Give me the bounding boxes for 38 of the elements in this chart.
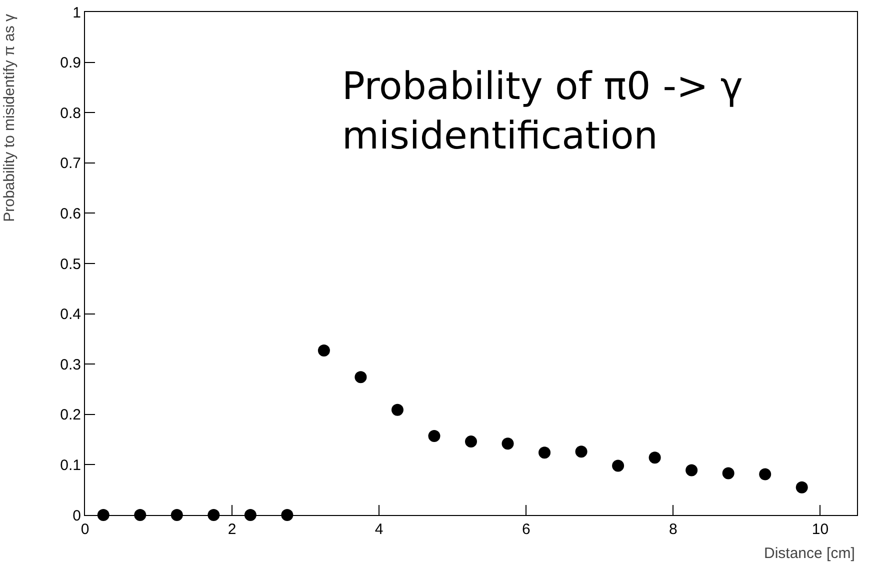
y-tick-label: 0.1 (60, 456, 81, 474)
point (538, 446, 551, 459)
point (575, 446, 588, 458)
point (318, 344, 330, 357)
point (759, 468, 772, 480)
point (208, 509, 220, 521)
y-tick-label: 0.7 (60, 155, 81, 172)
y-tick-label: 1 (72, 4, 81, 22)
x-tick-label: 8 (669, 521, 678, 538)
y-tick-label: 0.5 (60, 256, 81, 273)
y-tick-label: 0.8 (60, 104, 81, 122)
point (391, 404, 404, 416)
point (686, 464, 698, 476)
point (612, 460, 624, 472)
text: Probability of π0 -> γ misidentification (342, 64, 743, 158)
y-tick-label: 0.9 (60, 54, 81, 72)
y-tick-label: 0.2 (60, 406, 81, 424)
x-tick-label: 10 (812, 521, 829, 538)
point (428, 430, 440, 442)
point (722, 467, 734, 480)
y-tick-label: 0.6 (60, 205, 81, 222)
x-tick-label: 2 (228, 521, 236, 538)
y-tick-label: 0.3 (60, 356, 81, 374)
point (465, 436, 477, 448)
point (170, 509, 183, 521)
point (502, 438, 514, 450)
x-tick-label: 6 (522, 521, 530, 538)
point (354, 371, 367, 384)
x-axis-title: Distance [cm] (764, 545, 855, 562)
y-axis-title: Probability to misidentify π as γ (0, 13, 18, 222)
point (134, 509, 146, 521)
point (796, 481, 808, 494)
y-tick-label: 0 (72, 507, 81, 524)
point (97, 509, 110, 521)
point (281, 509, 294, 521)
y-tick-label: 0.4 (60, 306, 81, 324)
point (648, 452, 661, 464)
x-tick-label: 4 (374, 521, 384, 538)
